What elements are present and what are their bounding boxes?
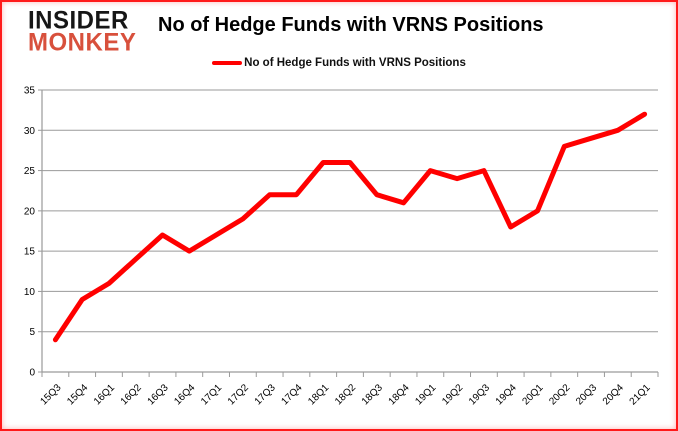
svg-text:19Q4: 19Q4	[494, 382, 519, 407]
svg-text:18Q4: 18Q4	[387, 382, 412, 407]
svg-text:15Q4: 15Q4	[65, 382, 90, 407]
svg-text:20Q2: 20Q2	[547, 382, 572, 407]
svg-text:15: 15	[24, 247, 36, 258]
svg-text:5: 5	[29, 327, 35, 338]
y-axis-labels: 0 5 10 15 20 25 30 35	[24, 86, 36, 379]
logo-text-monkey: MONKEY	[28, 28, 137, 57]
x-axis-labels: 15Q3 15Q4 16Q1 16Q2 16Q3 16Q4 17Q1 17Q2 17Q3 17Q4…	[38, 382, 653, 407]
svg-text:18Q2: 18Q2	[333, 382, 358, 407]
svg-text:16Q2: 16Q2	[119, 382, 144, 407]
svg-text:21Q1: 21Q1	[628, 382, 653, 407]
insider-monkey-logo: INSIDER MONKEY	[28, 6, 137, 57]
svg-text:35: 35	[24, 86, 36, 97]
svg-text:0: 0	[29, 368, 35, 379]
svg-text:17Q2: 17Q2	[226, 382, 251, 407]
svg-text:30: 30	[24, 126, 36, 137]
svg-text:18Q1: 18Q1	[306, 382, 331, 407]
logo-text-insider: INSIDER	[28, 6, 129, 35]
svg-text:10: 10	[24, 287, 36, 298]
svg-text:16Q3: 16Q3	[146, 382, 171, 407]
svg-text:20: 20	[24, 206, 36, 217]
chart-legend: No of Hedge Funds with VRNS Positions	[2, 57, 676, 69]
svg-text:16Q4: 16Q4	[172, 382, 197, 407]
svg-text:17Q3: 17Q3	[253, 382, 278, 407]
x-axis-ticks	[41, 372, 659, 377]
svg-text:20Q4: 20Q4	[601, 382, 626, 407]
svg-text:25: 25	[24, 166, 36, 177]
svg-text:19Q2: 19Q2	[440, 382, 465, 407]
svg-text:18Q3: 18Q3	[360, 382, 385, 407]
svg-text:19Q3: 19Q3	[467, 382, 492, 407]
svg-text:16Q1: 16Q1	[92, 382, 117, 407]
svg-text:17Q4: 17Q4	[279, 382, 304, 407]
legend-label: No of Hedge Funds with VRNS Positions	[244, 57, 466, 69]
svg-text:20Q3: 20Q3	[574, 382, 599, 407]
svg-text:15Q3: 15Q3	[38, 382, 63, 407]
svg-text:17Q1: 17Q1	[199, 382, 224, 407]
svg-text:19Q1: 19Q1	[413, 382, 438, 407]
chart-title: No of Hedge Funds with VRNS Positions	[158, 14, 544, 36]
legend-line-swatch	[212, 61, 243, 65]
data-series-line	[52, 111, 648, 343]
svg-text:20Q1: 20Q1	[521, 382, 546, 407]
gridlines	[38, 89, 658, 373]
